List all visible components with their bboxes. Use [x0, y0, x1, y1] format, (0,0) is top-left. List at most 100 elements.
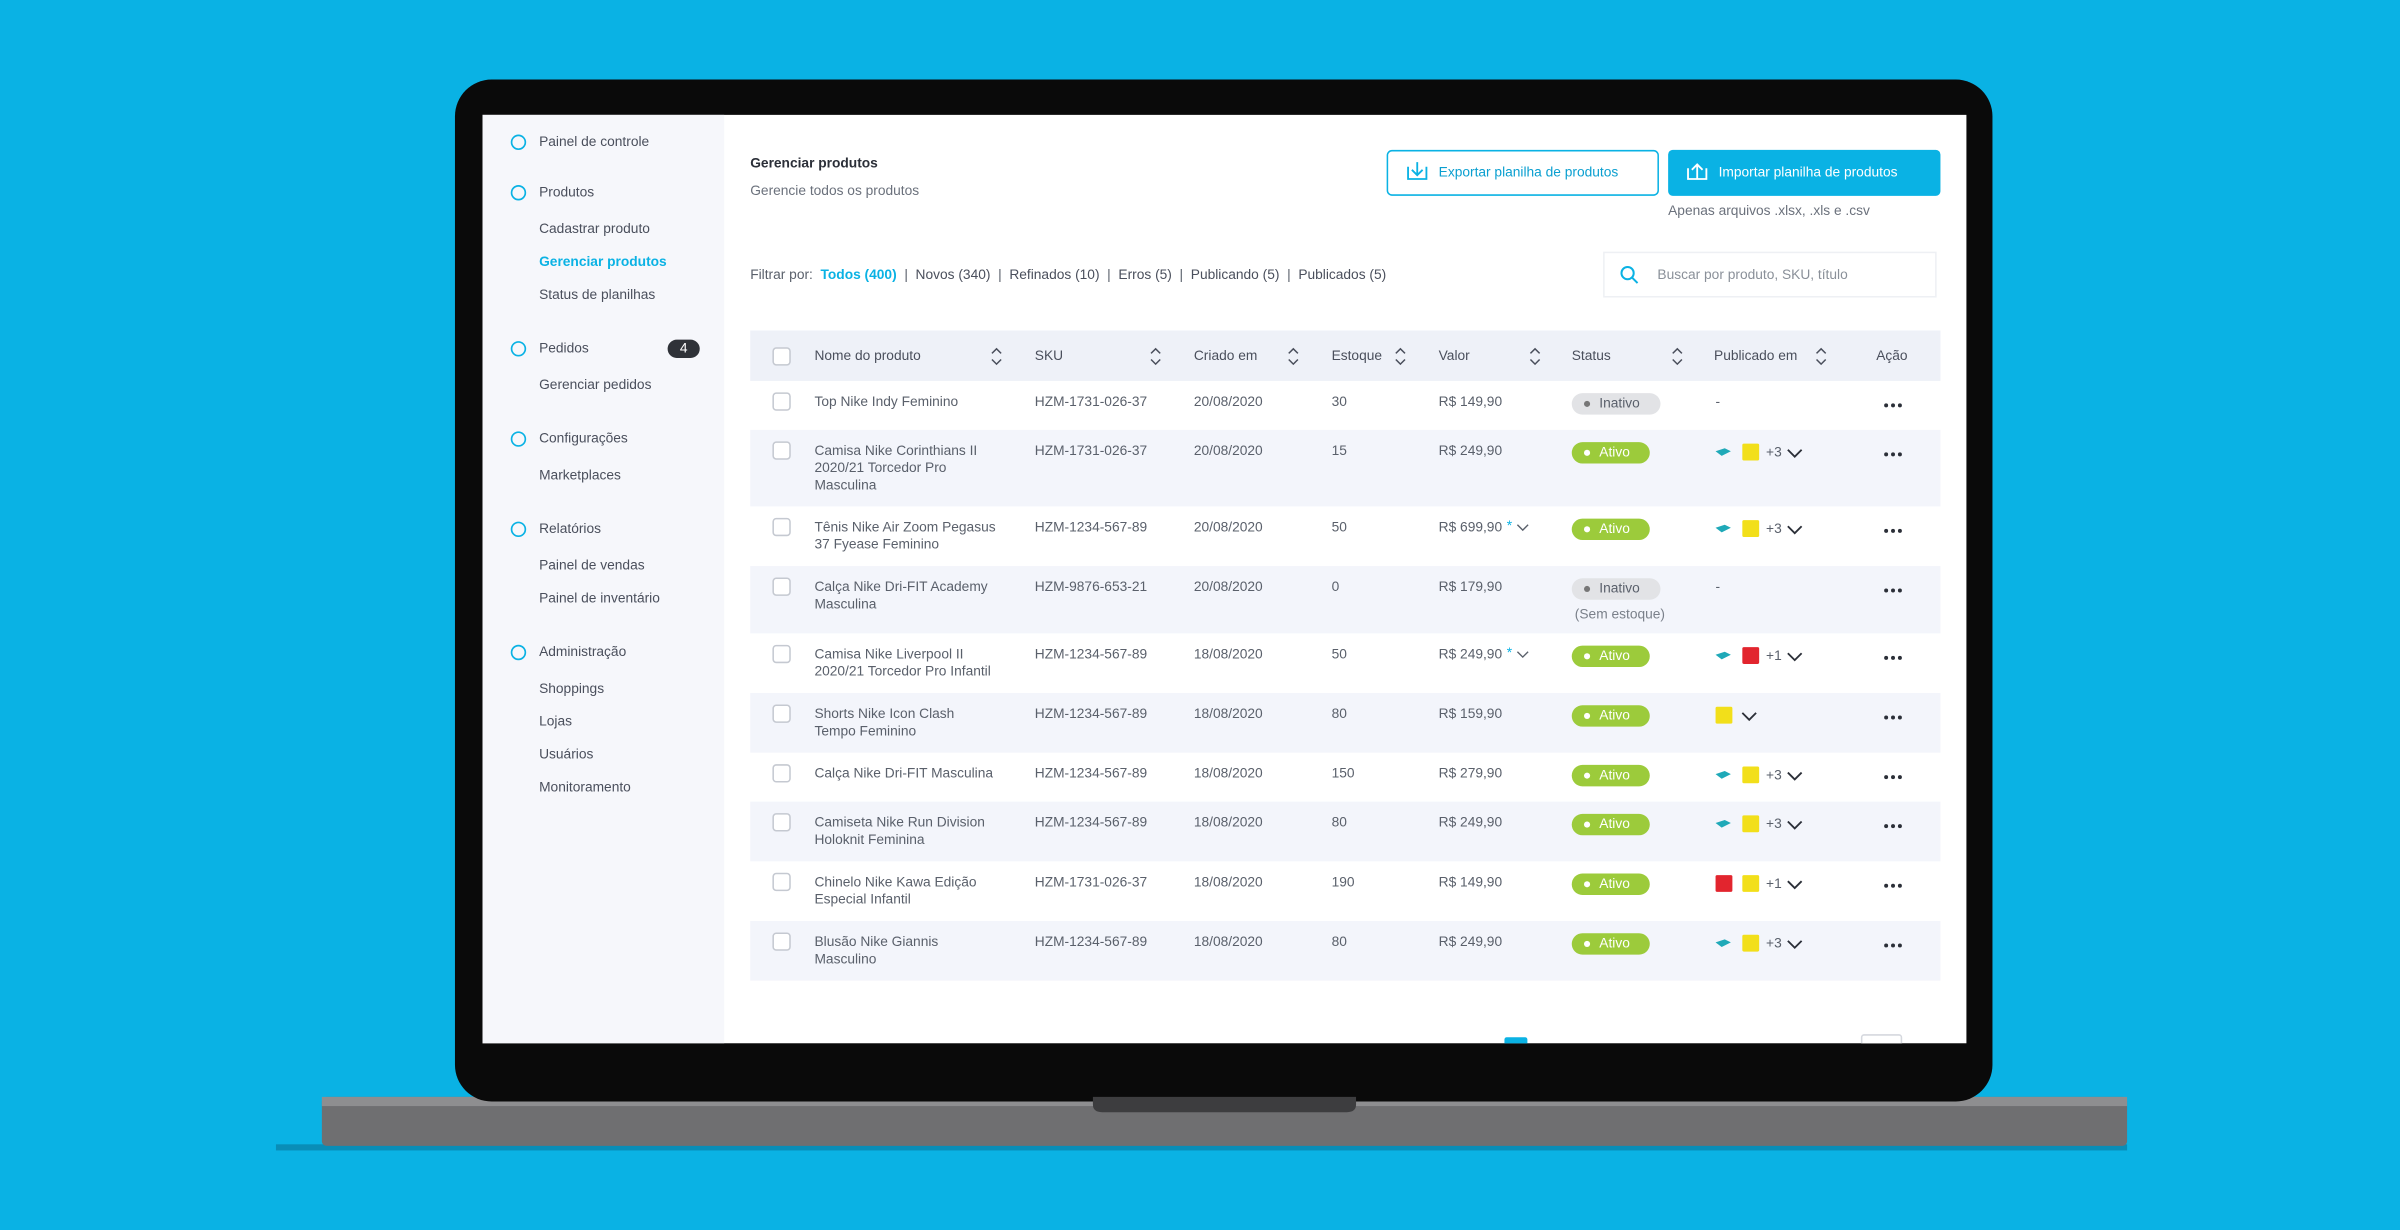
action-dot[interactable] — [1891, 775, 1896, 780]
sidebar-item[interactable]: Lojas — [539, 714, 572, 729]
action-dot[interactable] — [1891, 403, 1896, 408]
sidebar-item[interactable]: Cadastrar produto — [539, 221, 650, 236]
sidebar-section[interactable]: Pedidos — [539, 340, 589, 355]
sidebar-section[interactable]: Painel de controle — [539, 134, 649, 149]
sort-icon[interactable] — [1672, 347, 1683, 366]
action-dot[interactable] — [1891, 943, 1896, 948]
product-name: Camisa Nike Liverpool II — [814, 646, 963, 661]
action-dot[interactable] — [1897, 883, 1902, 888]
price-chevron[interactable] — [1516, 524, 1529, 532]
checkbox[interactable] — [772, 441, 791, 460]
action-dot[interactable] — [1897, 775, 1902, 780]
checkbox[interactable] — [772, 813, 791, 832]
sidebar-item[interactable]: Status de planilhas — [539, 287, 655, 302]
filter-option[interactable]: Todos (400) — [821, 267, 897, 282]
action-dot[interactable] — [1897, 403, 1902, 408]
checkbox[interactable] — [772, 517, 791, 537]
sidebar-section[interactable]: Produtos — [539, 184, 594, 199]
checkbox[interactable] — [772, 764, 791, 783]
checkbox[interactable] — [772, 577, 791, 596]
sidebar-item[interactable]: Gerenciar produtos — [539, 254, 667, 269]
action-dot[interactable] — [1897, 655, 1902, 660]
expand-chevron[interactable] — [1787, 771, 1803, 781]
action-dot[interactable] — [1897, 943, 1902, 948]
marketplace-icon — [1742, 647, 1760, 664]
sidebar-item[interactable]: Marketplaces — [539, 467, 621, 482]
filter-option[interactable]: Novos (340) — [916, 267, 991, 282]
expand-chevron[interactable] — [1787, 940, 1803, 950]
sort-icon[interactable] — [1529, 347, 1541, 366]
expand-chevron[interactable] — [1787, 652, 1803, 662]
filter-option[interactable]: Publicando (5) — [1191, 267, 1280, 282]
action-dot[interactable] — [1884, 715, 1889, 720]
action-dot[interactable] — [1897, 824, 1902, 829]
sidebar-item[interactable]: Painel de vendas — [539, 558, 645, 573]
action-dot[interactable] — [1884, 588, 1889, 593]
checkbox[interactable] — [772, 347, 791, 366]
checkbox[interactable] — [772, 392, 791, 411]
status-label: Inativo — [1599, 581, 1640, 596]
action-dot[interactable] — [1891, 715, 1896, 720]
filter-option[interactable]: Erros (5) — [1118, 267, 1171, 282]
sort-icon[interactable] — [1150, 347, 1161, 366]
published: - — [1716, 394, 1721, 409]
checkbox[interactable] — [772, 932, 791, 951]
sidebar-item[interactable]: Painel de inventário — [539, 591, 660, 606]
filter-option[interactable]: Refinados (10) — [1009, 267, 1099, 282]
action-dot[interactable] — [1884, 943, 1889, 948]
action-dot[interactable] — [1891, 824, 1896, 829]
search-box[interactable] — [1603, 251, 1937, 298]
filter-option[interactable]: Publicados (5) — [1298, 267, 1386, 282]
sidebar-item[interactable]: Shoppings — [539, 681, 604, 696]
sidebar-item[interactable]: Usuários — [539, 747, 593, 762]
action-dot[interactable] — [1891, 883, 1896, 888]
product-name: 2020/21 Torcedor Pro — [814, 460, 946, 475]
sort-icon[interactable] — [1395, 347, 1406, 366]
action-dot[interactable] — [1897, 528, 1902, 533]
action-dot[interactable] — [1884, 403, 1889, 408]
sidebar-icon — [510, 134, 527, 151]
sku: HZM-1234-567-89 — [1035, 706, 1147, 721]
action-dot[interactable] — [1891, 528, 1896, 533]
action-dot[interactable] — [1891, 655, 1896, 660]
expand-chevron[interactable] — [1787, 449, 1803, 458]
sort-icon[interactable] — [1815, 347, 1827, 366]
export-button[interactable] — [1386, 149, 1659, 196]
pagination-size[interactable] — [1860, 1034, 1903, 1050]
sidebar-section[interactable]: Configurações — [539, 431, 628, 446]
expand-chevron[interactable] — [1787, 820, 1803, 830]
sidebar-item[interactable]: Gerenciar pedidos — [539, 377, 651, 392]
checkbox[interactable] — [772, 704, 791, 723]
marketplace-more: +1 — [1766, 876, 1782, 891]
sidebar-section[interactable]: Relatórios — [539, 521, 601, 536]
action-dot[interactable] — [1897, 715, 1902, 720]
action-dot[interactable] — [1884, 452, 1889, 457]
expand-chevron[interactable] — [1787, 880, 1803, 890]
sidebar-item[interactable]: Monitoramento — [539, 780, 631, 795]
action-dot[interactable] — [1897, 588, 1902, 593]
checkbox[interactable] — [772, 872, 791, 892]
pagination-current[interactable] — [1504, 1037, 1528, 1049]
column-header: Status — [1572, 348, 1611, 363]
sort-icon[interactable] — [991, 347, 1002, 366]
action-dot[interactable] — [1897, 452, 1902, 457]
import-button[interactable] — [1668, 149, 1941, 196]
price: R$ 149,90 — [1439, 874, 1503, 889]
expand-chevron[interactable] — [1741, 712, 1757, 722]
price-chevron[interactable] — [1516, 651, 1529, 659]
expand-chevron[interactable] — [1787, 525, 1803, 535]
column-header: Nome do produto — [814, 348, 921, 363]
checkbox[interactable] — [772, 644, 791, 664]
action-dot[interactable] — [1884, 775, 1889, 780]
action-dot[interactable] — [1884, 528, 1889, 533]
sidebar-section[interactable]: Administração — [539, 644, 626, 659]
action-dot[interactable] — [1884, 655, 1889, 660]
action-dot[interactable] — [1891, 588, 1896, 593]
sort-icon[interactable] — [1288, 347, 1299, 366]
marketplace-more: +3 — [1766, 521, 1782, 536]
action-dot[interactable] — [1891, 452, 1896, 457]
action-dot[interactable] — [1884, 883, 1889, 888]
search-placeholder: Buscar por produto, SKU, título — [1657, 267, 1848, 282]
action-dot[interactable] — [1884, 824, 1889, 829]
